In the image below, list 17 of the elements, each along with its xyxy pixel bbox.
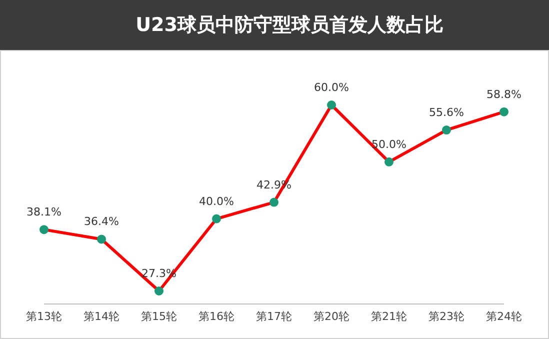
x-tick-label: 第15轮 <box>141 310 177 323</box>
x-tick-label: 第14轮 <box>84 310 120 323</box>
x-tick-label: 第23轮 <box>428 310 464 323</box>
data-label: 58.8% <box>486 88 522 101</box>
data-label: 55.6% <box>429 106 464 120</box>
x-tick-label: 第20轮 <box>314 310 350 323</box>
x-tick-label: 第13轮 <box>26 310 62 323</box>
x-tick-label: 第21轮 <box>371 310 407 323</box>
data-label: 36.4% <box>84 215 119 228</box>
x-tick-label: 第24轮 <box>486 310 522 323</box>
data-label: 60.0% <box>314 81 349 94</box>
data-label: 50.0% <box>372 138 406 151</box>
x-tick-label: 第16轮 <box>198 310 234 323</box>
x-tick-label: 第17轮 <box>256 310 292 323</box>
chart-title: U23球员中防守型球员首发人数占比 <box>0 0 549 50</box>
data-label: 40.0% <box>199 194 234 208</box>
data-label: 38.1% <box>26 206 62 219</box>
